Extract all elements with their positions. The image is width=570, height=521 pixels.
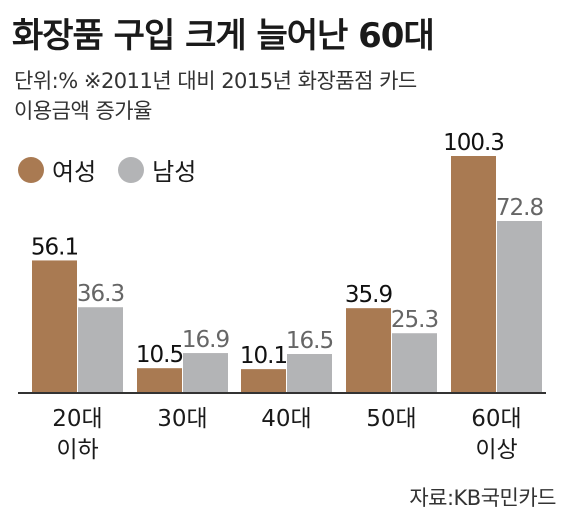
bar-male-3 <box>287 354 332 393</box>
bar-female-3 <box>241 369 286 393</box>
legend-label-female: 여성 <box>52 158 97 186</box>
data-label-male-1: 36.3 <box>77 281 124 307</box>
bar-male-5 <box>497 220 542 393</box>
unit-note-line-1: 단위:% ※2011년 대비 2015년 화장품점 카드 <box>14 69 417 93</box>
legend-swatch-female <box>18 156 44 183</box>
bar-female-5 <box>451 156 496 393</box>
x-tick-label-4-line-1: 50대 <box>366 406 416 432</box>
legend-item-female: 여성 <box>18 152 96 187</box>
data-label-male-5: 72.8 <box>496 195 544 221</box>
data-label-female-2: 10.5 <box>136 342 183 368</box>
data-label-female-3: 10.1 <box>240 343 287 369</box>
x-tick-label-2-line-1: 30대 <box>157 406 207 432</box>
bar-male-1 <box>78 307 123 393</box>
unit-note: 단위:% ※2011년 대비 2015년 화장품점 카드 이용금액 증가율 <box>14 66 559 126</box>
data-label-female-5: 100.3 <box>443 130 504 156</box>
data-label-male-3: 16.5 <box>286 328 333 354</box>
legend-label-male: 남성 <box>152 158 197 186</box>
x-tick-label-1-line-2: 이하 <box>56 437 98 463</box>
chart-title: 화장품 구입 크게 늘어난 60대 <box>12 16 435 56</box>
legend-swatch-male <box>118 156 145 183</box>
bar-female-4 <box>346 308 391 393</box>
x-tick-label-5-line-2: 이상 <box>475 437 517 463</box>
data-label-male-2: 16.9 <box>182 327 230 353</box>
bar-female-2 <box>137 368 182 393</box>
data-label-male-4: 25.3 <box>391 307 438 333</box>
unit-note-line-2: 이용금액 증가율 <box>14 99 152 123</box>
x-tick-label-1-line-1: 20대 <box>52 406 102 432</box>
legend: 여성 남성 <box>18 152 208 187</box>
x-tick-label-5-line-1: 60대 <box>471 406 521 432</box>
source-note: 자료:KB국민카드 <box>409 486 556 510</box>
data-label-female-4: 35.9 <box>345 282 393 308</box>
bar-female-1 <box>32 260 77 393</box>
legend-item-male: 남성 <box>118 152 196 187</box>
data-label-female-1: 56.1 <box>31 234 78 260</box>
bar-male-4 <box>392 333 437 393</box>
bar-male-2 <box>183 353 228 393</box>
x-tick-label-3-line-1: 40대 <box>261 406 311 432</box>
